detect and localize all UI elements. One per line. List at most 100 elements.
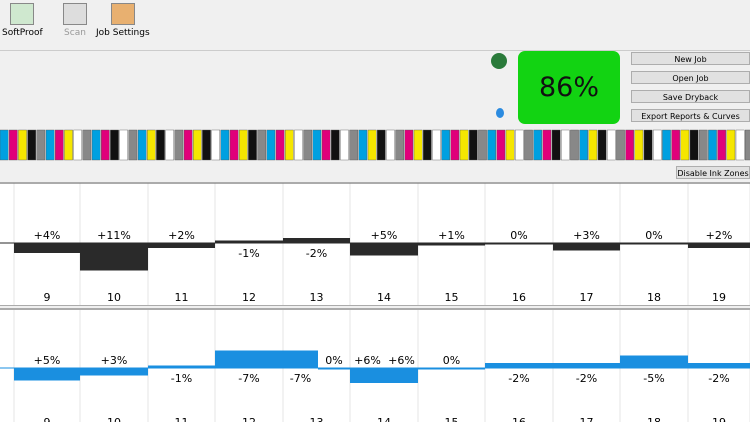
color-patch xyxy=(8,129,18,161)
color-patch xyxy=(745,129,750,161)
color-patch xyxy=(616,129,625,161)
color-patch xyxy=(487,129,497,161)
color-patch xyxy=(515,129,524,161)
zone-number: 12 xyxy=(242,416,256,422)
color-patch xyxy=(128,129,138,161)
bar xyxy=(215,240,283,243)
color-patch xyxy=(137,129,147,161)
bar xyxy=(283,350,318,368)
softproof-tool[interactable]: SoftProof xyxy=(2,3,43,38)
tool-label: Scan xyxy=(64,28,86,38)
zone-number: 10 xyxy=(107,291,121,304)
bar xyxy=(553,363,620,368)
zone-number: 14 xyxy=(377,416,391,422)
value-label: 0% xyxy=(325,354,342,367)
value-label: -2% xyxy=(508,372,529,385)
color-patch xyxy=(358,129,368,161)
value-label: 0% xyxy=(443,354,460,367)
bar xyxy=(418,368,485,370)
color-patch xyxy=(312,129,322,161)
bar xyxy=(80,243,148,271)
color-patch xyxy=(450,129,460,161)
color-patch xyxy=(321,129,331,161)
color-patch xyxy=(266,129,276,161)
color-patch xyxy=(294,129,303,161)
icon xyxy=(110,3,135,25)
value-label: +2% xyxy=(706,229,733,242)
color-patch xyxy=(653,129,662,161)
color-patch xyxy=(423,129,432,161)
zone-number: 18 xyxy=(647,416,661,422)
color-patch xyxy=(699,129,708,161)
zone-number: 17 xyxy=(580,416,594,422)
color-patch xyxy=(551,129,561,161)
color-patch xyxy=(192,129,202,161)
color-patch xyxy=(248,129,257,161)
scan-tool[interactable]: Scan xyxy=(63,3,87,38)
value-label: -2% xyxy=(708,372,729,385)
color-patch xyxy=(0,129,9,161)
color-patch xyxy=(717,129,726,161)
color-patch xyxy=(634,129,644,161)
value-label: -7% xyxy=(238,372,259,385)
color-patch xyxy=(119,129,128,161)
color-patch xyxy=(45,129,55,161)
zone-number: 9 xyxy=(44,416,51,422)
zone-number: 13 xyxy=(310,291,324,304)
icon xyxy=(10,3,35,25)
color-patch xyxy=(459,129,469,161)
color-patch xyxy=(340,129,349,161)
zone-number: 9 xyxy=(44,291,51,304)
color-patch xyxy=(229,129,239,161)
job-settings-tool[interactable]: Job Settings xyxy=(96,3,150,38)
zone-number: 16 xyxy=(512,291,526,304)
color-patch xyxy=(441,129,451,161)
button[interactable]: Open Job xyxy=(631,71,750,84)
color-patch xyxy=(211,129,221,161)
color-patch xyxy=(386,129,395,161)
bar xyxy=(620,355,688,368)
value-label: +6% xyxy=(388,354,415,367)
bar xyxy=(215,350,283,368)
score-box: 86% xyxy=(518,51,620,124)
color-patch xyxy=(220,129,230,161)
button[interactable]: New Job xyxy=(631,52,750,65)
value-label: +5% xyxy=(371,229,398,242)
color-patch xyxy=(64,129,73,161)
color-patch xyxy=(367,129,377,161)
color-patch xyxy=(73,129,82,161)
color-patch xyxy=(82,129,92,161)
color-patch xyxy=(708,129,717,161)
color-patch xyxy=(662,129,671,161)
color-patch xyxy=(349,129,359,161)
value-label: -1% xyxy=(238,247,259,260)
bar xyxy=(350,243,418,256)
tool-label: SoftProof xyxy=(2,28,43,38)
color-patch xyxy=(726,129,736,161)
bar xyxy=(553,243,620,251)
zone-number: 16 xyxy=(512,416,526,422)
zone-number: 15 xyxy=(445,291,459,304)
color-patch xyxy=(478,129,487,161)
button[interactable]: Disable Ink Zones xyxy=(676,166,750,179)
bar xyxy=(148,365,215,368)
value-label: 0% xyxy=(510,229,527,242)
value-label: +5% xyxy=(34,354,61,367)
zone-number: 11 xyxy=(175,291,189,304)
value-label: 0% xyxy=(645,229,662,242)
color-patch xyxy=(18,129,27,161)
zone-number: 13 xyxy=(310,416,324,422)
color-patch xyxy=(202,129,211,161)
color-patch xyxy=(680,129,690,161)
color-patch xyxy=(735,129,745,161)
zone-number: 18 xyxy=(647,291,661,304)
zone-number: 14 xyxy=(377,291,391,304)
zone-number: 10 xyxy=(107,416,121,422)
color-patch xyxy=(257,129,267,161)
bar xyxy=(485,363,553,368)
bar xyxy=(318,368,350,370)
bar xyxy=(688,363,750,368)
tool-label: Job Settings xyxy=(96,28,150,38)
